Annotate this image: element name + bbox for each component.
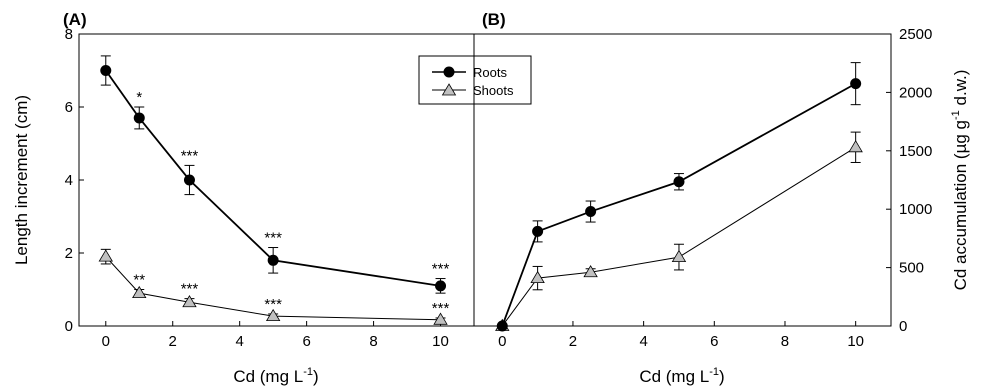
- x-tick-label: 10: [432, 333, 449, 350]
- panel-b-y-axis-label-post: d.w.): [951, 70, 970, 111]
- data-point-shoots: [132, 285, 147, 299]
- panel-b: (B) 0 500 1000 1500 2000 2500 0 2 4 6 8 10 Cd accu…: [473, 10, 970, 386]
- significance-label: ***: [432, 261, 450, 278]
- legend: Roots Shoots: [418, 55, 532, 105]
- data-point-shoots: [433, 312, 448, 325]
- panel-b-label: (B): [482, 10, 506, 29]
- x-tick-label: 6: [710, 333, 718, 350]
- y-tick-label: 2500: [899, 26, 932, 43]
- significance-label: ***: [432, 300, 450, 317]
- panel-a-x-axis-label-sup: -1: [303, 366, 313, 378]
- panel-a-x-ticks: 0 2 4 6 8 10: [102, 321, 449, 350]
- significance-label: *: [136, 89, 142, 106]
- panel-b-x-axis-label: Cd (mg L-1): [639, 366, 724, 386]
- data-point-roots: [850, 78, 862, 90]
- panel-a-marks: ******** *************: [98, 55, 450, 325]
- y-tick-label: 0: [899, 318, 907, 335]
- panel-a-y-axis-label: Length increment (cm): [12, 95, 31, 265]
- y-tick-label: 2000: [899, 84, 932, 101]
- y-tick-label: 2: [65, 245, 73, 262]
- x-tick-label: 4: [236, 333, 244, 350]
- data-point-roots: [133, 112, 145, 124]
- panel-a-x-axis-label-main: Cd (mg L: [233, 367, 303, 386]
- y-tick-label: 4: [65, 172, 73, 189]
- panel-b-y-axis-label-sup: -1: [950, 110, 962, 120]
- data-point-shoots: [530, 270, 545, 284]
- x-tick-label: 4: [639, 333, 647, 350]
- x-tick-label: 6: [302, 333, 310, 350]
- data-point-shoots: [671, 249, 687, 262]
- x-tick-label: 10: [847, 333, 864, 350]
- significance-label: **: [133, 272, 145, 289]
- data-point-shoots: [98, 249, 113, 262]
- x-tick-label: 0: [498, 333, 506, 350]
- legend-roots-marker: [443, 66, 455, 78]
- data-point-shoots: [848, 140, 863, 153]
- panel-b-y-axis-label-main: Cd accumulation (µg g: [951, 120, 970, 290]
- panel-a-x-axis-label: Cd (mg L-1): [233, 366, 318, 386]
- data-point-shoots: [583, 264, 598, 278]
- panel-a-x-axis-label-close: ): [313, 367, 319, 386]
- significance-label: ***: [264, 230, 282, 247]
- y-tick-label: 6: [65, 99, 73, 116]
- panel-a-label: (A): [63, 10, 87, 29]
- data-point-roots: [673, 176, 685, 188]
- data-point-roots: [435, 280, 447, 292]
- data-point-roots: [532, 225, 544, 237]
- y-tick-label: 1000: [899, 201, 932, 218]
- y-tick-label: 8: [65, 26, 73, 43]
- panel-b-x-ticks: 0 2 4 6 8 10: [498, 321, 864, 350]
- legend-shoots-marker: [441, 83, 457, 96]
- significance-label: ***: [181, 281, 199, 298]
- panel-a-y-ticks: 0 2 4 6 8: [65, 26, 84, 335]
- panel-b-y-ticks: 0 500 1000 1500 2000 2500: [886, 26, 932, 335]
- panel-b-frame: [473, 33, 892, 327]
- x-tick-label: 8: [369, 333, 377, 350]
- panel-b-x-axis-label-sup: -1: [709, 366, 719, 378]
- data-point-shoots: [182, 294, 197, 308]
- significance-label: ***: [181, 147, 199, 164]
- data-point-roots: [496, 320, 508, 332]
- significance-label: ***: [264, 296, 282, 313]
- panel-b-x-axis-label-close: ): [719, 367, 725, 386]
- x-tick-label: 0: [102, 333, 110, 350]
- data-point-roots: [183, 174, 195, 186]
- y-tick-label: 1500: [899, 143, 932, 160]
- data-point-roots: [267, 254, 279, 266]
- x-tick-label: 2: [169, 333, 177, 350]
- data-point-shoots: [265, 308, 281, 322]
- data-point-roots: [585, 206, 597, 218]
- x-tick-label: 2: [569, 333, 577, 350]
- series-line-roots: [501, 82, 857, 327]
- x-tick-label: 8: [781, 333, 789, 350]
- y-tick-label: 500: [899, 260, 924, 277]
- legend-box: [418, 55, 532, 105]
- legend-roots-label: Roots: [473, 65, 507, 80]
- y-tick-label: 0: [65, 318, 73, 335]
- legend-shoots-label: Shoots: [473, 83, 514, 98]
- data-point-roots: [100, 65, 112, 76]
- panel-b-marks: [495, 62, 863, 332]
- panel-b-y-axis-label: Cd accumulation (µg g-1 d.w.): [950, 70, 970, 291]
- panel-b-x-axis-label-main: Cd (mg L: [639, 367, 709, 386]
